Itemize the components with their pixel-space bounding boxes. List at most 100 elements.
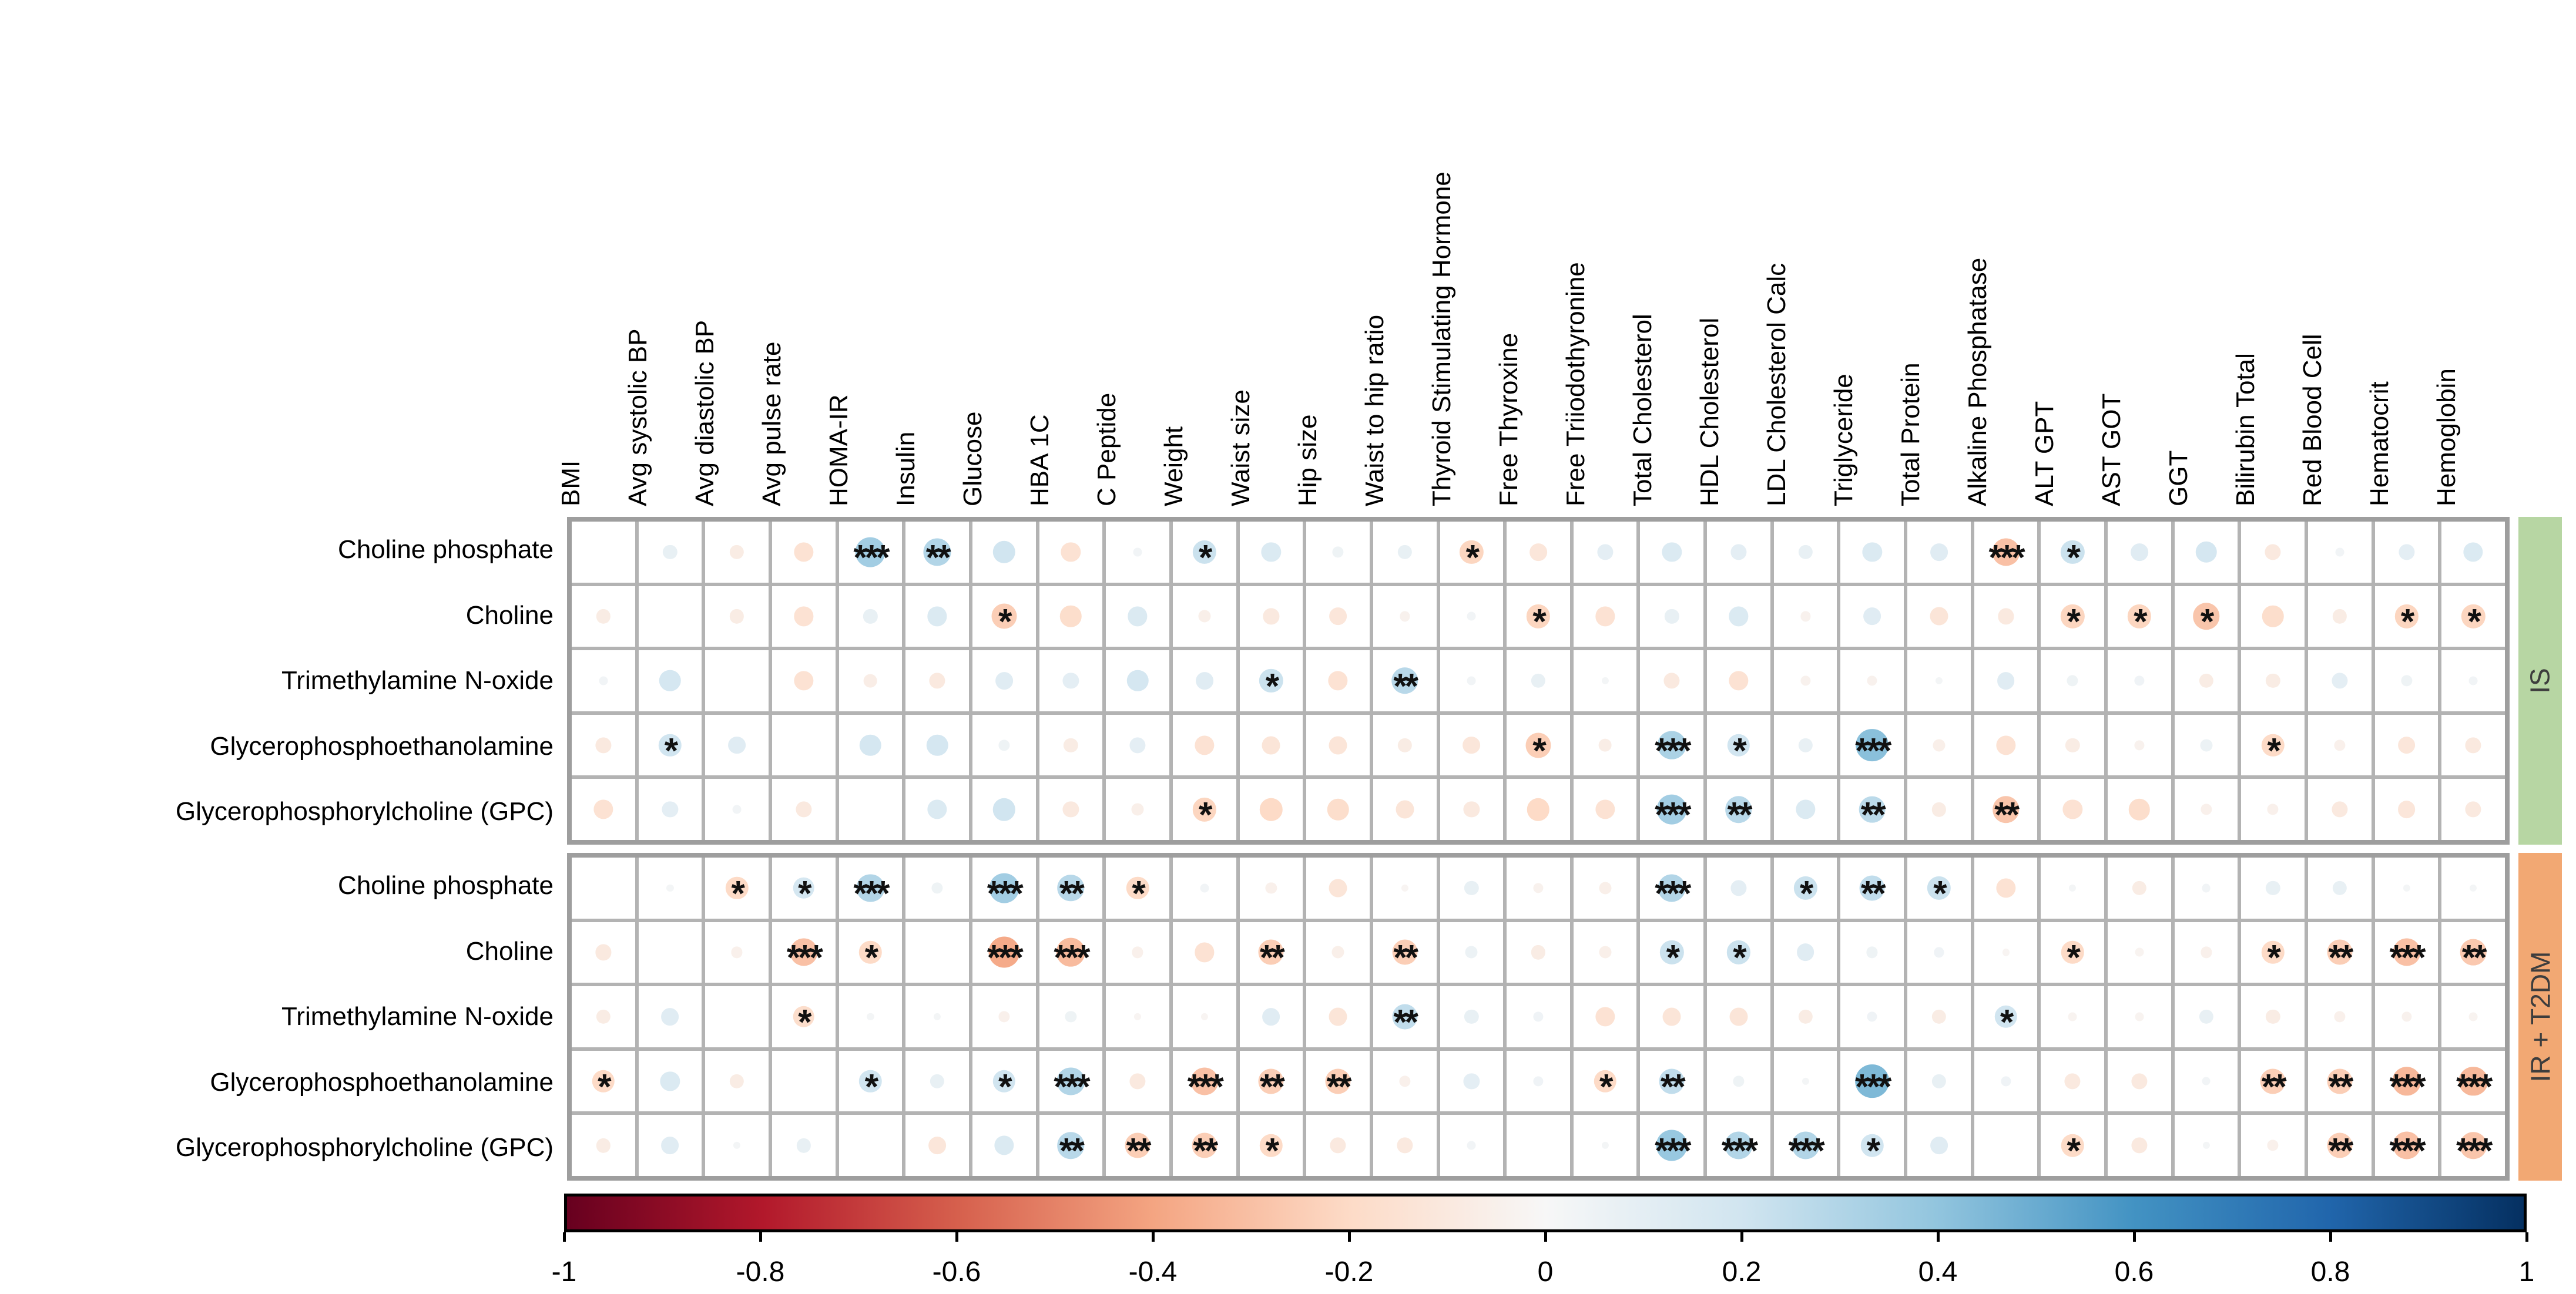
significance-stars: ** <box>1059 873 1085 913</box>
correlation-dot <box>1400 611 1410 621</box>
correlation-dot <box>1863 607 1881 626</box>
matrix-cell: *** <box>1640 779 1704 840</box>
colorbar-tick-label: 0.6 <box>2114 1256 2154 1288</box>
correlation-dot <box>1597 544 1614 560</box>
correlation-dot <box>1467 1141 1476 1150</box>
correlation-dot <box>2127 604 2152 628</box>
matrix-cell <box>1440 650 1504 711</box>
matrix-cell <box>972 650 1036 711</box>
matrix-cell: ** <box>2441 922 2505 983</box>
matrix-cell <box>1707 650 1770 711</box>
matrix-cell <box>1106 586 1169 647</box>
matrix-cell: * <box>2041 522 2105 583</box>
correlation-dot <box>863 609 878 624</box>
matrix-cell <box>1106 779 1169 840</box>
colorbar-tick-label: 0 <box>1537 1256 1554 1288</box>
matrix-cell <box>2174 779 2238 840</box>
correlation-dot <box>1595 799 1615 819</box>
matrix-cell <box>638 586 702 647</box>
matrix-cell <box>638 1050 702 1112</box>
significance-stars: *** <box>1655 873 1691 913</box>
matrix-cell <box>572 1115 635 1176</box>
matrix-cell <box>1039 650 1103 711</box>
significance-stars: * <box>1599 1067 1613 1107</box>
correlation-dot <box>2200 804 2212 815</box>
correlation-dot <box>867 1013 874 1021</box>
correlation-dot <box>1798 738 1813 752</box>
correlation-dot <box>2332 801 2348 818</box>
matrix-cell: *** <box>2441 1115 2505 1176</box>
matrix-cell <box>1373 522 1437 583</box>
column-label: HOMA-IR <box>824 394 853 506</box>
matrix-cell <box>2041 650 2105 711</box>
matrix-cell <box>1640 650 1704 711</box>
matrix-cell <box>1239 714 1303 776</box>
correlation-dot <box>593 799 613 819</box>
correlation-dot <box>2392 938 2421 966</box>
correlation-dot <box>1391 667 1418 694</box>
matrix-cell: *** <box>772 922 836 983</box>
matrix-cell: *** <box>972 858 1036 919</box>
matrix-cell <box>838 986 903 1047</box>
correlation-dot <box>1595 1007 1615 1027</box>
matrix-cell <box>1306 986 1370 1047</box>
matrix-cell <box>1239 858 1303 919</box>
matrix-cell <box>2374 522 2439 583</box>
correlation-dot <box>923 538 951 566</box>
matrix-cell <box>2241 522 2305 583</box>
matrix-cell <box>1440 714 1504 776</box>
correlation-dot <box>793 877 815 899</box>
matrix-cell: * <box>2374 586 2439 647</box>
correlation-dot <box>1329 736 1347 755</box>
matrix-cell: * <box>838 1050 903 1112</box>
correlation-dot <box>2461 604 2486 628</box>
matrix-cell: ** <box>2308 1050 2372 1112</box>
matrix-cell <box>1773 1050 1837 1112</box>
matrix-cell: * <box>2441 586 2505 647</box>
correlation-dot <box>1200 1013 1208 1021</box>
correlation-dot <box>1262 1008 1280 1026</box>
matrix-cell <box>1507 650 1570 711</box>
significance-stars: * <box>798 1002 811 1042</box>
column-label: LDL Cholesterol Calc <box>1762 263 1791 506</box>
column-label: HDL Cholesterol <box>1695 317 1724 506</box>
matrix-cell: * <box>1239 1115 1303 1176</box>
matrix-cell: *** <box>2441 1050 2505 1112</box>
correlation-dot <box>2327 939 2353 965</box>
matrix-cell <box>705 779 769 840</box>
matrix-cell: ** <box>2308 1115 2372 1176</box>
matrix-cell <box>2374 714 2439 776</box>
correlation-dot <box>2267 804 2279 815</box>
correlation-dot <box>860 734 881 756</box>
matrix-cell: ** <box>1974 779 2038 840</box>
correlation-dot <box>1460 540 1484 564</box>
correlation-dot <box>729 545 744 559</box>
correlation-dot <box>1132 946 1143 958</box>
correlation-dot <box>1726 940 1751 964</box>
significance-stars: *** <box>2389 937 2426 977</box>
matrix-cell <box>2441 858 2505 919</box>
correlation-dot <box>1594 1070 1616 1093</box>
significance-stars: *** <box>987 937 1024 977</box>
significance-stars: *** <box>1655 1131 1691 1171</box>
matrix-cell <box>572 986 635 1047</box>
correlation-dot <box>1856 728 1889 762</box>
matrix-cell <box>2441 986 2505 1047</box>
column-label: Waist to hip ratio <box>1360 314 1389 506</box>
matrix-cell: * <box>972 1050 1036 1112</box>
matrix-cell <box>905 858 969 919</box>
correlation-dot <box>1530 543 1547 561</box>
colorbar-tick <box>2133 1232 2136 1242</box>
correlation-dot <box>2332 609 2347 624</box>
significance-stars: * <box>1733 731 1746 771</box>
matrix-cell <box>2108 922 2171 983</box>
matrix-cell: *** <box>1974 522 2038 583</box>
colorbar-tick-label: -1 <box>551 1256 577 1288</box>
correlation-dot <box>1327 798 1349 821</box>
correlation-dot <box>1931 802 1947 817</box>
correlation-dot <box>988 936 1020 968</box>
matrix-cell <box>972 986 1036 1047</box>
matrix-cell <box>772 1115 836 1176</box>
correlation-dot <box>1994 1005 2017 1029</box>
significance-stars: ** <box>1727 795 1753 835</box>
